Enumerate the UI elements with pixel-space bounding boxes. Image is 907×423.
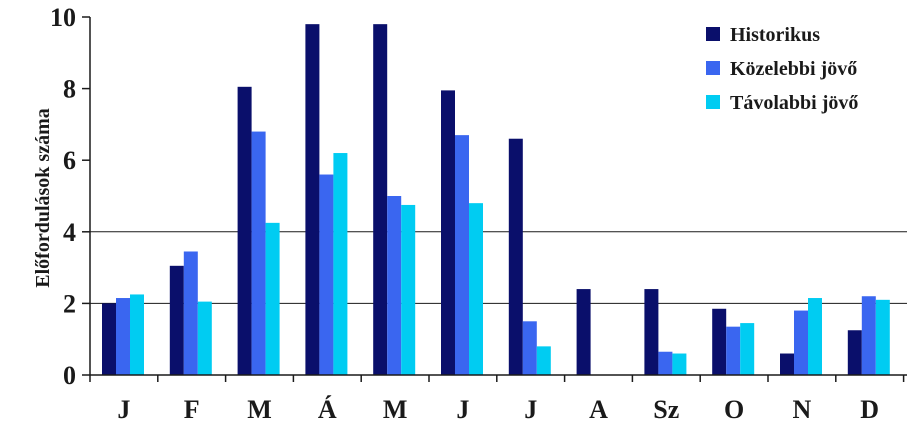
bar-O-10-series-3 [740, 323, 755, 375]
y-tick-label: 2 [63, 289, 76, 318]
bar-M-3-series-3 [265, 222, 280, 375]
y-tick-label: 0 [63, 361, 76, 390]
bar-Á-4-series-1 [305, 24, 320, 375]
bar-Á-4-series-2 [319, 174, 334, 375]
bar-F-2-series-3 [197, 301, 212, 375]
bar-M-3-series-1 [237, 86, 252, 375]
bar-J-6-series-3 [469, 203, 483, 375]
bar-A-8-series-1 [576, 289, 591, 375]
x-tick-label: Á [318, 395, 337, 423]
bar-N-11-series-3 [808, 298, 822, 375]
bar-O-10-series-1 [712, 308, 727, 375]
bar-J-7-series-2 [522, 321, 537, 375]
y-ticks: 0 2 4 6 8 10 [50, 3, 90, 390]
bar-M-5-series-2 [387, 196, 402, 375]
bar-Sz-9-series-1 [644, 289, 659, 375]
y-tick-label: 4 [63, 218, 76, 247]
bar-J-6-series-1 [441, 90, 455, 375]
legend-label-2: Közelebbi jövő [730, 58, 857, 80]
x-tick-label: O [724, 395, 744, 423]
x-tick-label: F [184, 395, 200, 423]
legend-swatch-3 [706, 95, 720, 109]
legend: Historikus Közelebbi jövő Távolabbi jövő [706, 24, 858, 114]
x-tick-label: J [117, 395, 130, 423]
bar-M-5-series-3 [401, 204, 416, 375]
bar-D-12-series-2 [861, 296, 876, 375]
bar-O-10-series-2 [726, 326, 741, 375]
bar-M-3-series-2 [251, 131, 266, 375]
x-tick-label: A [589, 395, 608, 423]
bar-J-1-series-3 [130, 294, 144, 375]
y-tick-label: 10 [50, 3, 76, 32]
bar-D-12-series-1 [847, 330, 862, 375]
bar-N-11-series-1 [780, 353, 794, 375]
legend-label-3: Távolabbi jövő [730, 92, 858, 114]
x-ticks: J F M Á M J J A Sz O N D [89, 375, 905, 423]
bar-J-7-series-3 [536, 346, 551, 375]
legend-swatch-2 [706, 61, 720, 75]
gridlines [90, 231, 907, 304]
bar-J-1-series-2 [116, 298, 130, 375]
x-tick-label: M [383, 395, 408, 423]
bar-Sz-9-series-2 [658, 351, 673, 375]
bar-J-6-series-2 [455, 135, 469, 375]
bar-J-1-series-1 [102, 303, 116, 375]
bar-F-2-series-1 [169, 265, 184, 375]
bar-M-5-series-1 [373, 24, 388, 375]
bar-Sz-9-series-3 [672, 353, 687, 375]
x-tick-label: N [793, 395, 812, 423]
legend-label-1: Historikus [730, 24, 820, 46]
y-tick-label: 8 [63, 75, 76, 104]
bars [102, 24, 890, 375]
bar-N-11-series-2 [794, 310, 808, 375]
x-tick-label: M [247, 395, 272, 423]
y-axis-label: Előfordulások száma [32, 108, 54, 287]
x-tick-label: Sz [653, 395, 679, 423]
bar-J-7-series-1 [508, 138, 523, 375]
bar-F-2-series-2 [183, 251, 198, 375]
x-tick-label: D [860, 395, 879, 423]
x-tick-label: J [524, 395, 537, 423]
bar-Á-4-series-3 [333, 153, 348, 375]
y-tick-label: 6 [63, 146, 76, 175]
legend-swatch-1 [706, 27, 720, 41]
bar-D-12-series-3 [875, 299, 890, 375]
x-tick-label: J [456, 395, 469, 423]
